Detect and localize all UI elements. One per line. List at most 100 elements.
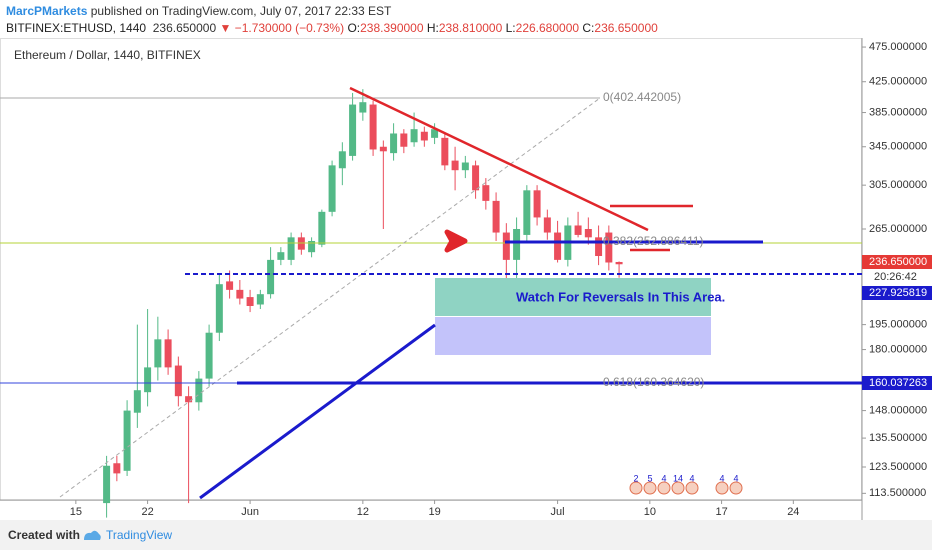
ohlc-value: 226.680000 (515, 21, 580, 35)
candle-body (277, 252, 285, 260)
y-tick-label: 195.000000 (869, 319, 927, 331)
event-label: 14 (673, 473, 683, 483)
candle-body (523, 190, 531, 235)
candle-body (236, 289, 244, 299)
created: Created with (8, 528, 81, 542)
chart-title: Ethereum / Dollar, 1440, BITFINEX (14, 48, 201, 62)
x-tick-label: 24 (787, 506, 799, 518)
ohlc-value: 236.650000 (594, 21, 658, 35)
x-tick-label: 10 (644, 506, 656, 518)
candle-body (574, 225, 582, 235)
level-b-box (862, 376, 932, 390)
candle-body (461, 162, 469, 171)
candle-body (584, 228, 592, 238)
fib-0-label: 0(402.442005) (603, 90, 681, 104)
y-tick-label: 113.500000 (869, 487, 926, 499)
candle-body (533, 190, 541, 218)
event-label: 4 (661, 473, 666, 483)
last-price-box (862, 255, 932, 269)
x-tick-label: 15 (70, 506, 82, 518)
candle-body (144, 367, 152, 393)
y-tick-label: 345.000000 (869, 141, 927, 153)
ohlc-label: O: (347, 21, 361, 35)
candle-body (174, 365, 182, 397)
candle-body (246, 297, 254, 306)
candle-body (349, 104, 357, 156)
candle-body (379, 146, 387, 152)
price: 236.650000 (152, 21, 217, 35)
zone-lower (435, 317, 711, 355)
published: published on TradingView.com, July 07, 2… (90, 4, 392, 18)
candle-body (482, 185, 490, 201)
plot-frame (0, 38, 862, 501)
candle-body (615, 261, 623, 265)
publisher[interactable]: MarcPMarkets (6, 4, 88, 18)
candle-body (103, 465, 111, 504)
fib-618-label: 0.618(160.364620) (603, 375, 704, 389)
ohlc-value: 238.810000 (438, 21, 503, 35)
candle-body (595, 237, 603, 257)
event-flag (657, 481, 671, 495)
trendline-red (349, 86, 649, 232)
symbol-line: BITFINEX:ETHUSD, 1440 236.650000 ▼ −1.73… (6, 21, 658, 35)
y-tick-label: 265.000000 (869, 223, 927, 235)
candle-body (133, 390, 141, 413)
event-label: 4 (689, 473, 694, 483)
change: ▼ −1.730000 (−0.73%) (219, 21, 345, 35)
zone-upper (435, 278, 711, 316)
logo-cloud (84, 530, 101, 540)
event-label: 5 (647, 473, 652, 483)
candle-body (502, 232, 510, 260)
arrow (444, 229, 468, 253)
x-tick-label: Jul (551, 506, 565, 518)
countdown: 20:26:42 (874, 271, 917, 283)
candle-body (390, 133, 398, 154)
ohlc-label: H: (426, 21, 439, 35)
candle-body (123, 410, 131, 471)
candle-body (431, 129, 439, 138)
candle-body (318, 211, 326, 245)
brand[interactable]: TradingView (106, 528, 173, 542)
event-flag (685, 481, 699, 495)
price-tags: 236.650000 20:26:42 227.925819 160.03726… (862, 255, 932, 390)
note: Watch For Reversals In This Area. (516, 289, 725, 304)
candle-body (451, 160, 459, 171)
candle-body (185, 396, 193, 403)
symbol: BITFINEX:ETHUSD, 1440 (6, 21, 147, 35)
candle-body (328, 165, 336, 212)
chart: Ethereum / Dollar, 1440, BITFINEX 0(402.… (0, 38, 932, 520)
event-flag (643, 481, 657, 495)
candle-body (359, 102, 367, 113)
candle-body (441, 137, 449, 166)
candle-body (420, 131, 428, 141)
candle-body (400, 133, 408, 147)
level-b: 160.037263 (869, 377, 927, 389)
ohlc-value: 238.390000 (360, 21, 424, 35)
candle-body (492, 200, 500, 233)
candle-body (215, 284, 223, 333)
level-a-box (862, 286, 932, 300)
ohlc-label: L: (505, 21, 516, 35)
event-flag (629, 481, 643, 495)
fib-382-label: 0.382(252.886411) (603, 234, 704, 248)
event-flag (729, 481, 743, 495)
x-tick-label: 19 (428, 506, 440, 518)
footer: Created with TradingView (0, 520, 932, 550)
candle-body (195, 378, 203, 403)
candle-body (256, 294, 264, 305)
candle-body (338, 151, 346, 169)
ohlc-label: C: (582, 21, 595, 35)
y-tick-label: 475.000000 (869, 41, 927, 53)
candle-body (287, 237, 295, 260)
y-tick-label: 135.500000 (869, 432, 927, 444)
candle-body (267, 259, 275, 295)
event-label: 4 (719, 473, 724, 483)
event-label: 2 (633, 473, 638, 483)
drawings: 0(402.442005) 0.382(252.886411) 0.618(16… (0, 86, 862, 500)
candle-body (605, 232, 613, 263)
trendline-blue (199, 323, 436, 500)
logo (84, 530, 101, 540)
candle-body (513, 228, 521, 260)
event-label: 4 (733, 473, 738, 483)
